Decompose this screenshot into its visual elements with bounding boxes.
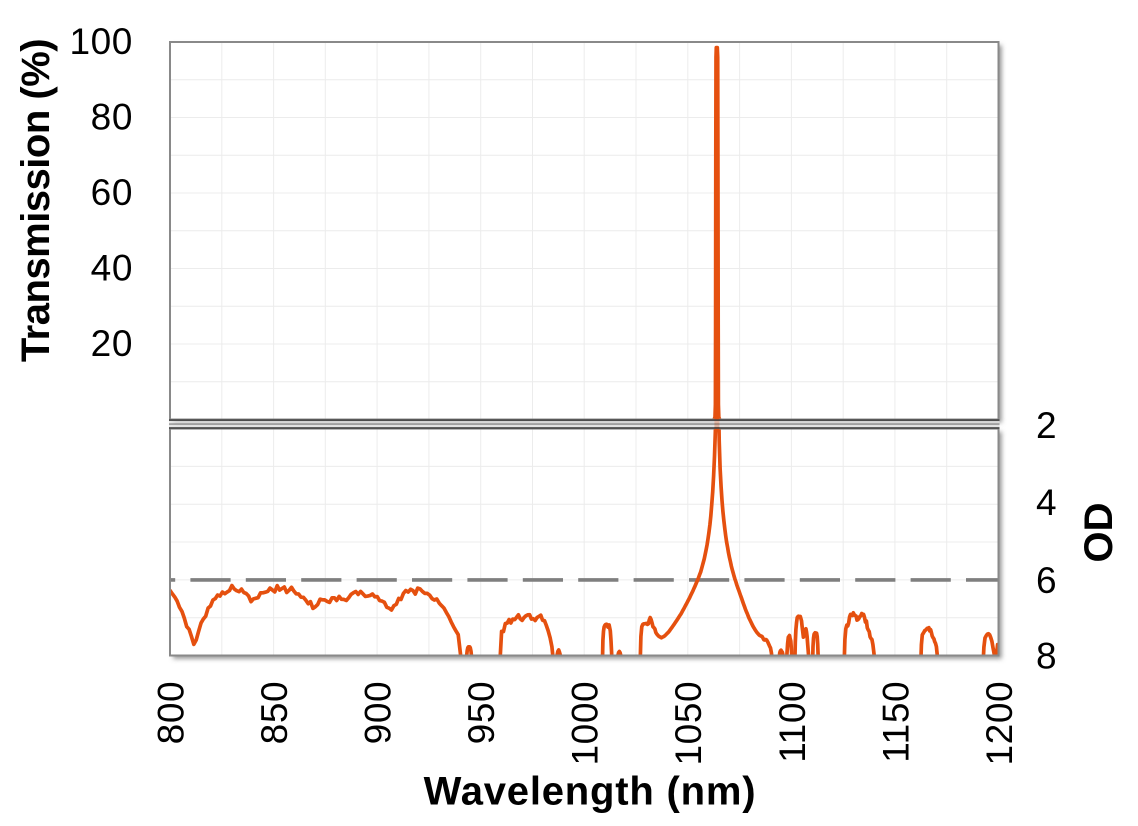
svg-text:850: 850 [254,681,295,745]
svg-text:2: 2 [1036,405,1057,446]
svg-text:1150: 1150 [875,681,916,763]
svg-text:80: 80 [91,97,133,138]
svg-text:950: 950 [461,681,502,745]
svg-text:OD: OD [1077,503,1121,563]
svg-text:40: 40 [91,248,133,289]
svg-text:6: 6 [1036,560,1057,601]
svg-text:Wavelength (nm): Wavelength (nm) [424,770,757,814]
svg-text:800: 800 [150,681,191,745]
svg-text:1100: 1100 [772,681,813,763]
svg-text:20: 20 [91,323,133,364]
svg-text:100: 100 [69,21,133,62]
svg-text:900: 900 [358,681,399,745]
svg-text:1200: 1200 [979,681,1020,766]
svg-text:4: 4 [1036,482,1057,523]
svg-text:1000: 1000 [565,681,606,766]
svg-text:60: 60 [91,172,133,213]
svg-text:8: 8 [1036,636,1057,677]
svg-text:1050: 1050 [668,681,709,766]
svg-text:Transmission (%): Transmission (%) [14,39,58,362]
